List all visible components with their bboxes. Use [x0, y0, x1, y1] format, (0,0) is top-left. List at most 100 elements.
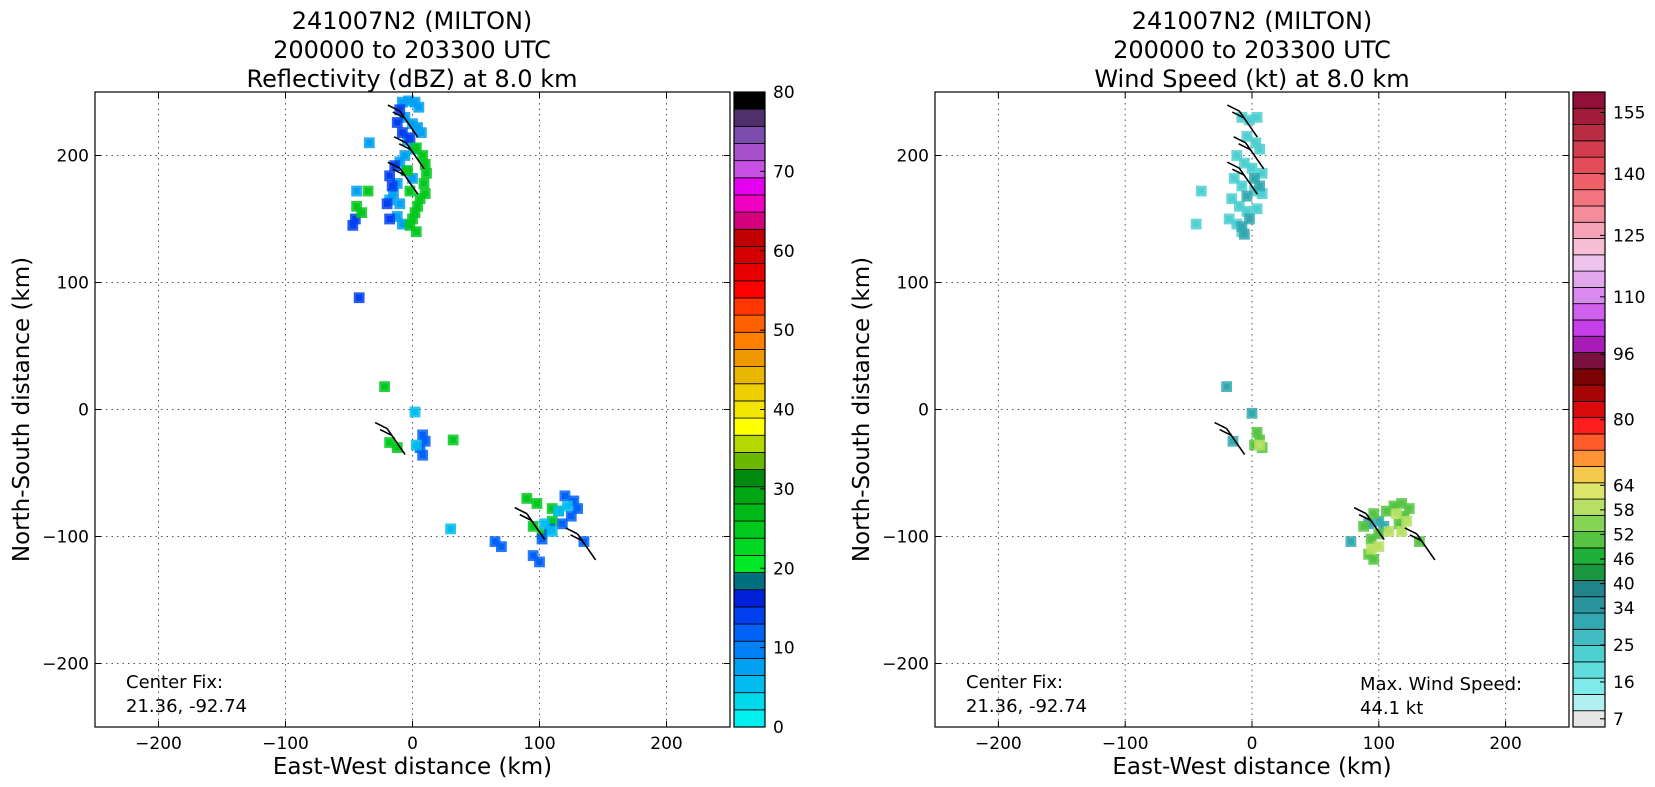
colorbar-segment [733, 211, 766, 230]
data-cell-halo [384, 437, 396, 448]
wind-barb-flag [1358, 513, 1372, 522]
y-tick-label: 0 [78, 401, 89, 421]
wind-barb-flag [392, 168, 406, 176]
data-cell-halo [1393, 518, 1405, 530]
data-cell-halo [546, 503, 558, 514]
colorbar-segment [733, 228, 766, 247]
data-cell-halo [407, 172, 418, 184]
colorbar-tick-label: 155 [1613, 103, 1645, 123]
data-cell-halo [363, 137, 375, 149]
data-cell-halo [546, 526, 558, 537]
chart-title-line: Wind Speed (kt) at 8.0 km [1094, 65, 1409, 93]
colorbar-segment [733, 606, 766, 625]
wind-barb-flag [392, 111, 406, 119]
data-cell-halo [1358, 520, 1369, 532]
data-cell-halo [1246, 407, 1258, 419]
data-cell-halo [417, 429, 429, 441]
data-cell-halo [1381, 505, 1392, 517]
colorbar-segment [1572, 205, 1606, 223]
data-cell-halo [410, 142, 422, 154]
data-cell-halo [1244, 213, 1255, 225]
data-cell-halo [489, 536, 501, 547]
data-cell-halo [417, 150, 429, 161]
data-cell-halo [391, 117, 403, 128]
colorbar-segment [1572, 335, 1606, 353]
wind-barb-flag [1226, 161, 1240, 169]
wind-barb-staff [405, 142, 425, 170]
colorbar-tick-label: 0 [773, 718, 784, 738]
colorbar-tick-label: 125 [1613, 226, 1645, 246]
colorbar-segment [1572, 319, 1606, 337]
center-fix-annotation: Center Fix: [966, 672, 1063, 693]
colorbar-segment [1572, 466, 1606, 484]
data-cell-halo [1256, 167, 1268, 179]
colorbar-segment [733, 657, 766, 676]
colorbar-segment [1572, 173, 1606, 191]
data-cell-halo [402, 165, 413, 177]
wind-barb-flag [393, 136, 407, 144]
data-cell-halo [404, 219, 416, 231]
colorbar-segment [1572, 286, 1606, 305]
wind-barb [1404, 527, 1436, 561]
colorbar-segment [733, 640, 766, 659]
data-cell-halo [1223, 213, 1235, 225]
data-cell-halo [1241, 190, 1253, 202]
colorbar-segment [733, 572, 766, 591]
colorbar-segment [1572, 628, 1606, 646]
wind-barb-staff [399, 110, 419, 138]
colorbar-segment [733, 366, 766, 385]
y-axis-label: North-South distance (km) [849, 257, 875, 562]
colorbar-tick-label: 16 [1613, 673, 1635, 693]
reflectivity-panel: 241007N2 (MILTON)200000 to 203300 UTCRef… [9, 7, 795, 780]
data-cell-halo [1388, 500, 1400, 512]
x-tick-label: 200 [650, 734, 682, 754]
data-cell-halo [386, 180, 398, 192]
data-cell-halo [496, 541, 507, 553]
wind-barb-staff [399, 167, 419, 195]
wind-barb [1233, 136, 1265, 170]
wind-speed-panel: 241007N2 (MILTON)200000 to 203300 UTCWin… [849, 7, 1645, 780]
colorbar-segment [1572, 303, 1606, 321]
wind-barb [1214, 421, 1246, 456]
data-cell-halo [404, 132, 416, 144]
y-tick-label: 0 [918, 401, 929, 421]
colorbar-segment [1572, 694, 1606, 712]
chart-title-line: 241007N2 (MILTON) [1132, 7, 1373, 35]
wind-barb-flag [398, 143, 412, 151]
colorbar-segment [1572, 384, 1606, 402]
data-cell-halo [1345, 536, 1357, 547]
wind-barb [1226, 161, 1258, 195]
data-cell-halo [1249, 172, 1260, 184]
colorbar-segment [733, 91, 766, 110]
colorbar-segment [1572, 596, 1606, 614]
center-fix-annotation: Center Fix: [126, 672, 223, 693]
wind-barb-flag [387, 104, 401, 112]
colorbar-segment [1572, 270, 1606, 288]
data-cell-halo [399, 150, 411, 161]
data-cell-halo [415, 127, 427, 139]
data-cell-halo [1373, 541, 1385, 553]
wind-barb-flag [514, 506, 528, 515]
wind-barb-flag [1353, 506, 1367, 515]
data-cell-halo [1256, 188, 1268, 199]
colorbar-segment [1572, 124, 1606, 142]
colorbar-segment [1572, 677, 1606, 695]
data-cell-halo [418, 178, 430, 189]
wind-barb-flag [1231, 168, 1245, 176]
colorbar-tick-label: 50 [773, 321, 795, 341]
data-cell-halo [353, 292, 365, 304]
data-cell-halo [534, 556, 545, 568]
data-cell-halo [556, 518, 568, 530]
data-cell-halo [1238, 157, 1250, 169]
data-cell-halo [1221, 381, 1233, 393]
colorbar-segment [733, 125, 766, 144]
wind-barb-staff [1238, 110, 1258, 138]
data-cell-halo [396, 96, 408, 108]
x-tick-label: −100 [262, 734, 309, 754]
colorbar-segment [1572, 514, 1606, 533]
colorbar-segment [1572, 661, 1606, 679]
wind-barb-staff [1238, 167, 1258, 195]
data-cell-halo [409, 207, 421, 219]
data-cell-halo [356, 207, 368, 219]
colorbar-segment [733, 297, 766, 316]
